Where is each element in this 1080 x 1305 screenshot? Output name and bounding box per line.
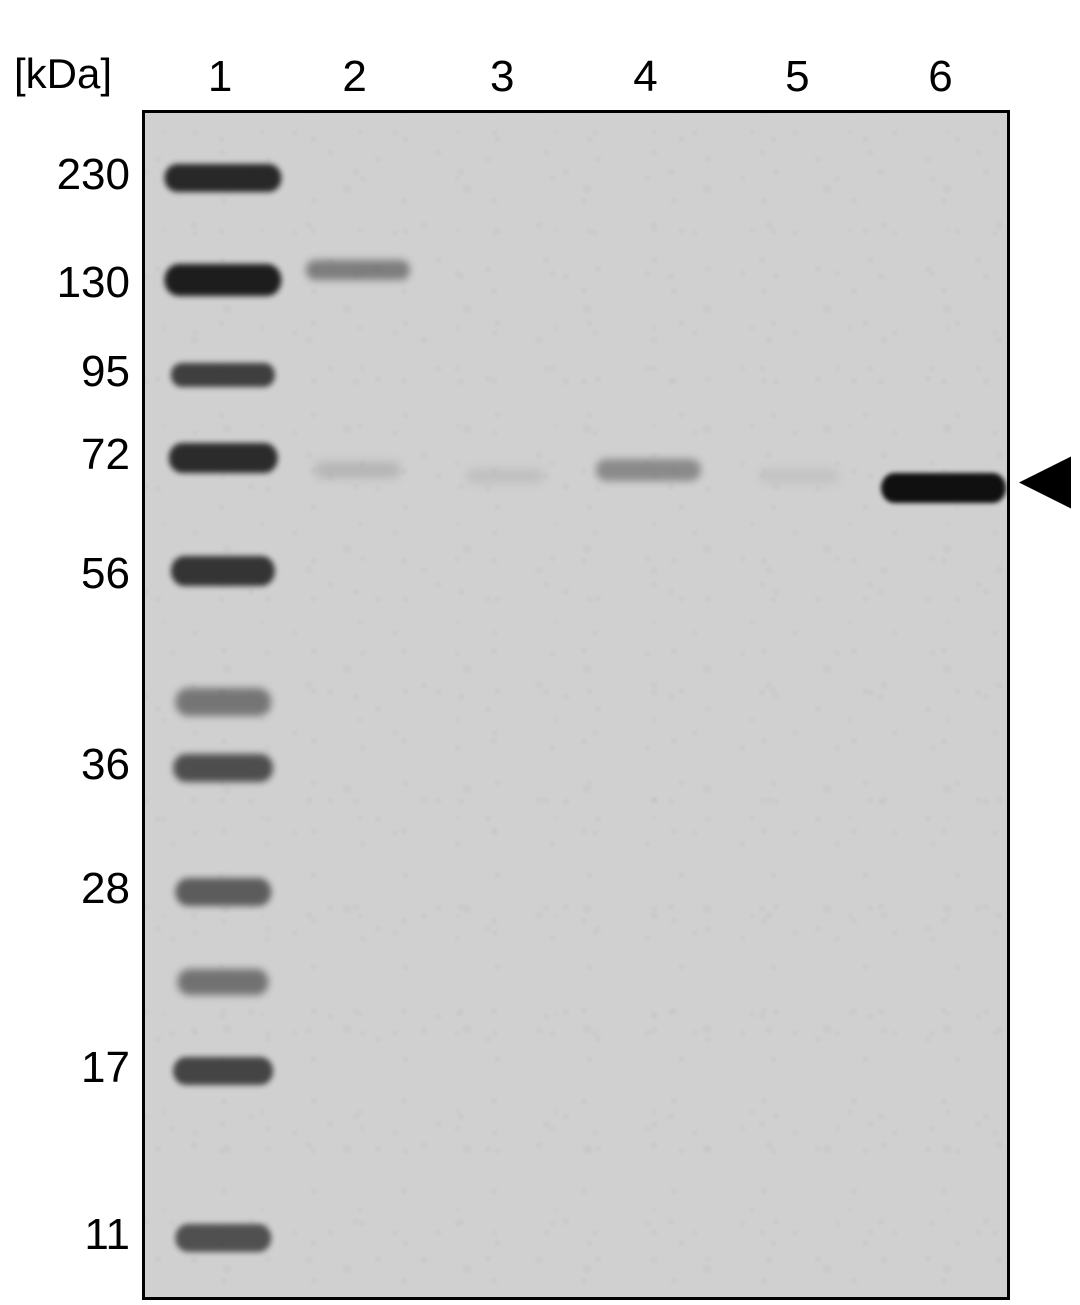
target-band-arrow	[1016, 452, 1076, 517]
band-lane2-12	[314, 462, 401, 478]
lane-label-1: 1	[208, 52, 232, 102]
mw-label-72: 72	[81, 430, 130, 480]
blot-area	[142, 110, 1010, 1300]
lane-label-2: 2	[342, 52, 366, 102]
lane-label-4: 4	[633, 52, 657, 102]
lane-label-5: 5	[785, 52, 809, 102]
band-lane1-0	[165, 164, 282, 192]
band-lane5-15	[761, 469, 839, 483]
band-lane1-9	[173, 1057, 273, 1085]
mw-label-36: 36	[81, 740, 130, 790]
western-blot-figure: [kDa] 12345623013095725636281711	[0, 0, 1080, 1305]
band-lane4-14	[596, 459, 700, 481]
mw-label-17: 17	[81, 1043, 130, 1093]
band-lane3-13	[466, 469, 544, 483]
blot-background	[145, 113, 1007, 1297]
band-lane1-1	[165, 264, 282, 296]
mw-label-95: 95	[81, 347, 130, 397]
band-lane1-2	[171, 363, 275, 387]
band-lane1-6	[173, 754, 273, 782]
band-lane1-7	[175, 878, 270, 906]
band-lane1-10	[175, 1224, 270, 1252]
band-lane1-4	[171, 556, 275, 586]
mw-label-130: 130	[57, 258, 130, 308]
mw-label-56: 56	[81, 549, 130, 599]
band-lane1-5	[175, 688, 270, 716]
band-lane1-8	[178, 969, 269, 995]
band-lane1-3	[169, 443, 278, 473]
lane-label-3: 3	[490, 52, 514, 102]
mw-label-28: 28	[81, 864, 130, 914]
mw-label-230: 230	[57, 150, 130, 200]
lane-label-6: 6	[928, 52, 952, 102]
unit-label: [kDa]	[14, 50, 112, 98]
band-lane2-11	[306, 260, 410, 280]
mw-label-11: 11	[84, 1210, 130, 1260]
band-lane6-16	[881, 473, 1007, 503]
